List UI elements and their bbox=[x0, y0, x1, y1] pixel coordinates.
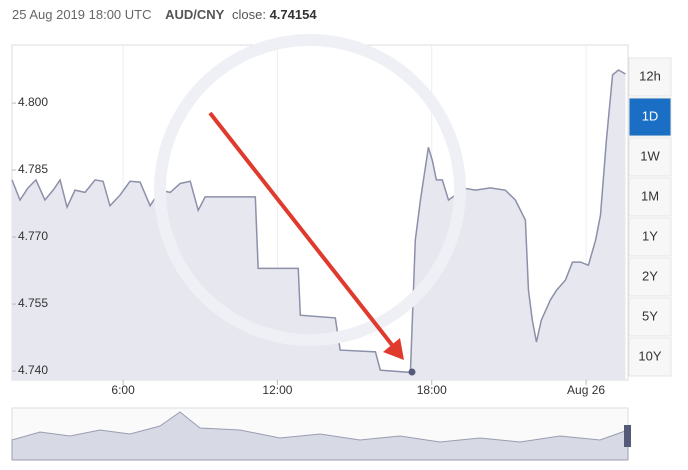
x-tick-label: 18:00 bbox=[417, 383, 447, 397]
y-tick-label: 4.770 bbox=[18, 229, 48, 243]
range-button-label[interactable]: 1W bbox=[640, 148, 660, 163]
range-button-label[interactable]: 1Y bbox=[642, 228, 658, 243]
range-button[interactable] bbox=[628, 217, 672, 257]
range-button-label[interactable]: 5Y bbox=[642, 308, 658, 323]
close-value: 4.74154 bbox=[270, 7, 318, 22]
range-button[interactable] bbox=[628, 57, 672, 97]
y-tick-label: 4.740 bbox=[18, 363, 48, 377]
range-button[interactable] bbox=[628, 97, 672, 137]
range-button[interactable] bbox=[628, 257, 672, 297]
range-button-label[interactable]: 10Y bbox=[638, 348, 661, 363]
arrow bbox=[208, 111, 398, 352]
navigator-area bbox=[11, 411, 629, 461]
range-buttons: 12h 1D 1W 1M 1Y 2Y 5Y 10Y bbox=[628, 57, 672, 377]
marker bbox=[408, 368, 416, 376]
header: 25 Aug 2019 18:00 UTC AUD/CNY close: 4.7… bbox=[12, 7, 317, 22]
navigator-handle bbox=[624, 425, 631, 447]
range-button-label[interactable]: 12h bbox=[639, 68, 661, 83]
plot: 6:00 12:00 18:00 Aug 26 4.740 4.755 4.770 4.785… bbox=[11, 45, 626, 397]
line bbox=[11, 69, 626, 374]
y-tick-label: 4.800 bbox=[18, 95, 48, 109]
range-button-label[interactable]: 2Y bbox=[642, 268, 658, 283]
date: 25 Aug 2019 18:00 UTC bbox=[12, 7, 152, 22]
x-tick-label: Aug 26 bbox=[567, 383, 605, 397]
range-button-label[interactable]: 1D bbox=[642, 108, 659, 123]
pair: AUD/CNY bbox=[165, 7, 225, 22]
arrow-head bbox=[383, 338, 404, 360]
watermark bbox=[154, 34, 466, 346]
x-tick-label: 6:00 bbox=[111, 383, 135, 397]
y-tick-label: 4.785 bbox=[18, 162, 48, 176]
range-button[interactable] bbox=[628, 137, 672, 177]
close-label: close: bbox=[232, 7, 266, 22]
range-button[interactable] bbox=[628, 297, 672, 337]
area bbox=[12, 70, 626, 380]
range-button[interactable] bbox=[628, 337, 672, 377]
range-button[interactable] bbox=[628, 177, 672, 217]
x-tick-label: 12:00 bbox=[262, 383, 292, 397]
y-tick-label: 4.755 bbox=[18, 296, 48, 310]
range-button-label[interactable]: 1M bbox=[641, 188, 659, 203]
